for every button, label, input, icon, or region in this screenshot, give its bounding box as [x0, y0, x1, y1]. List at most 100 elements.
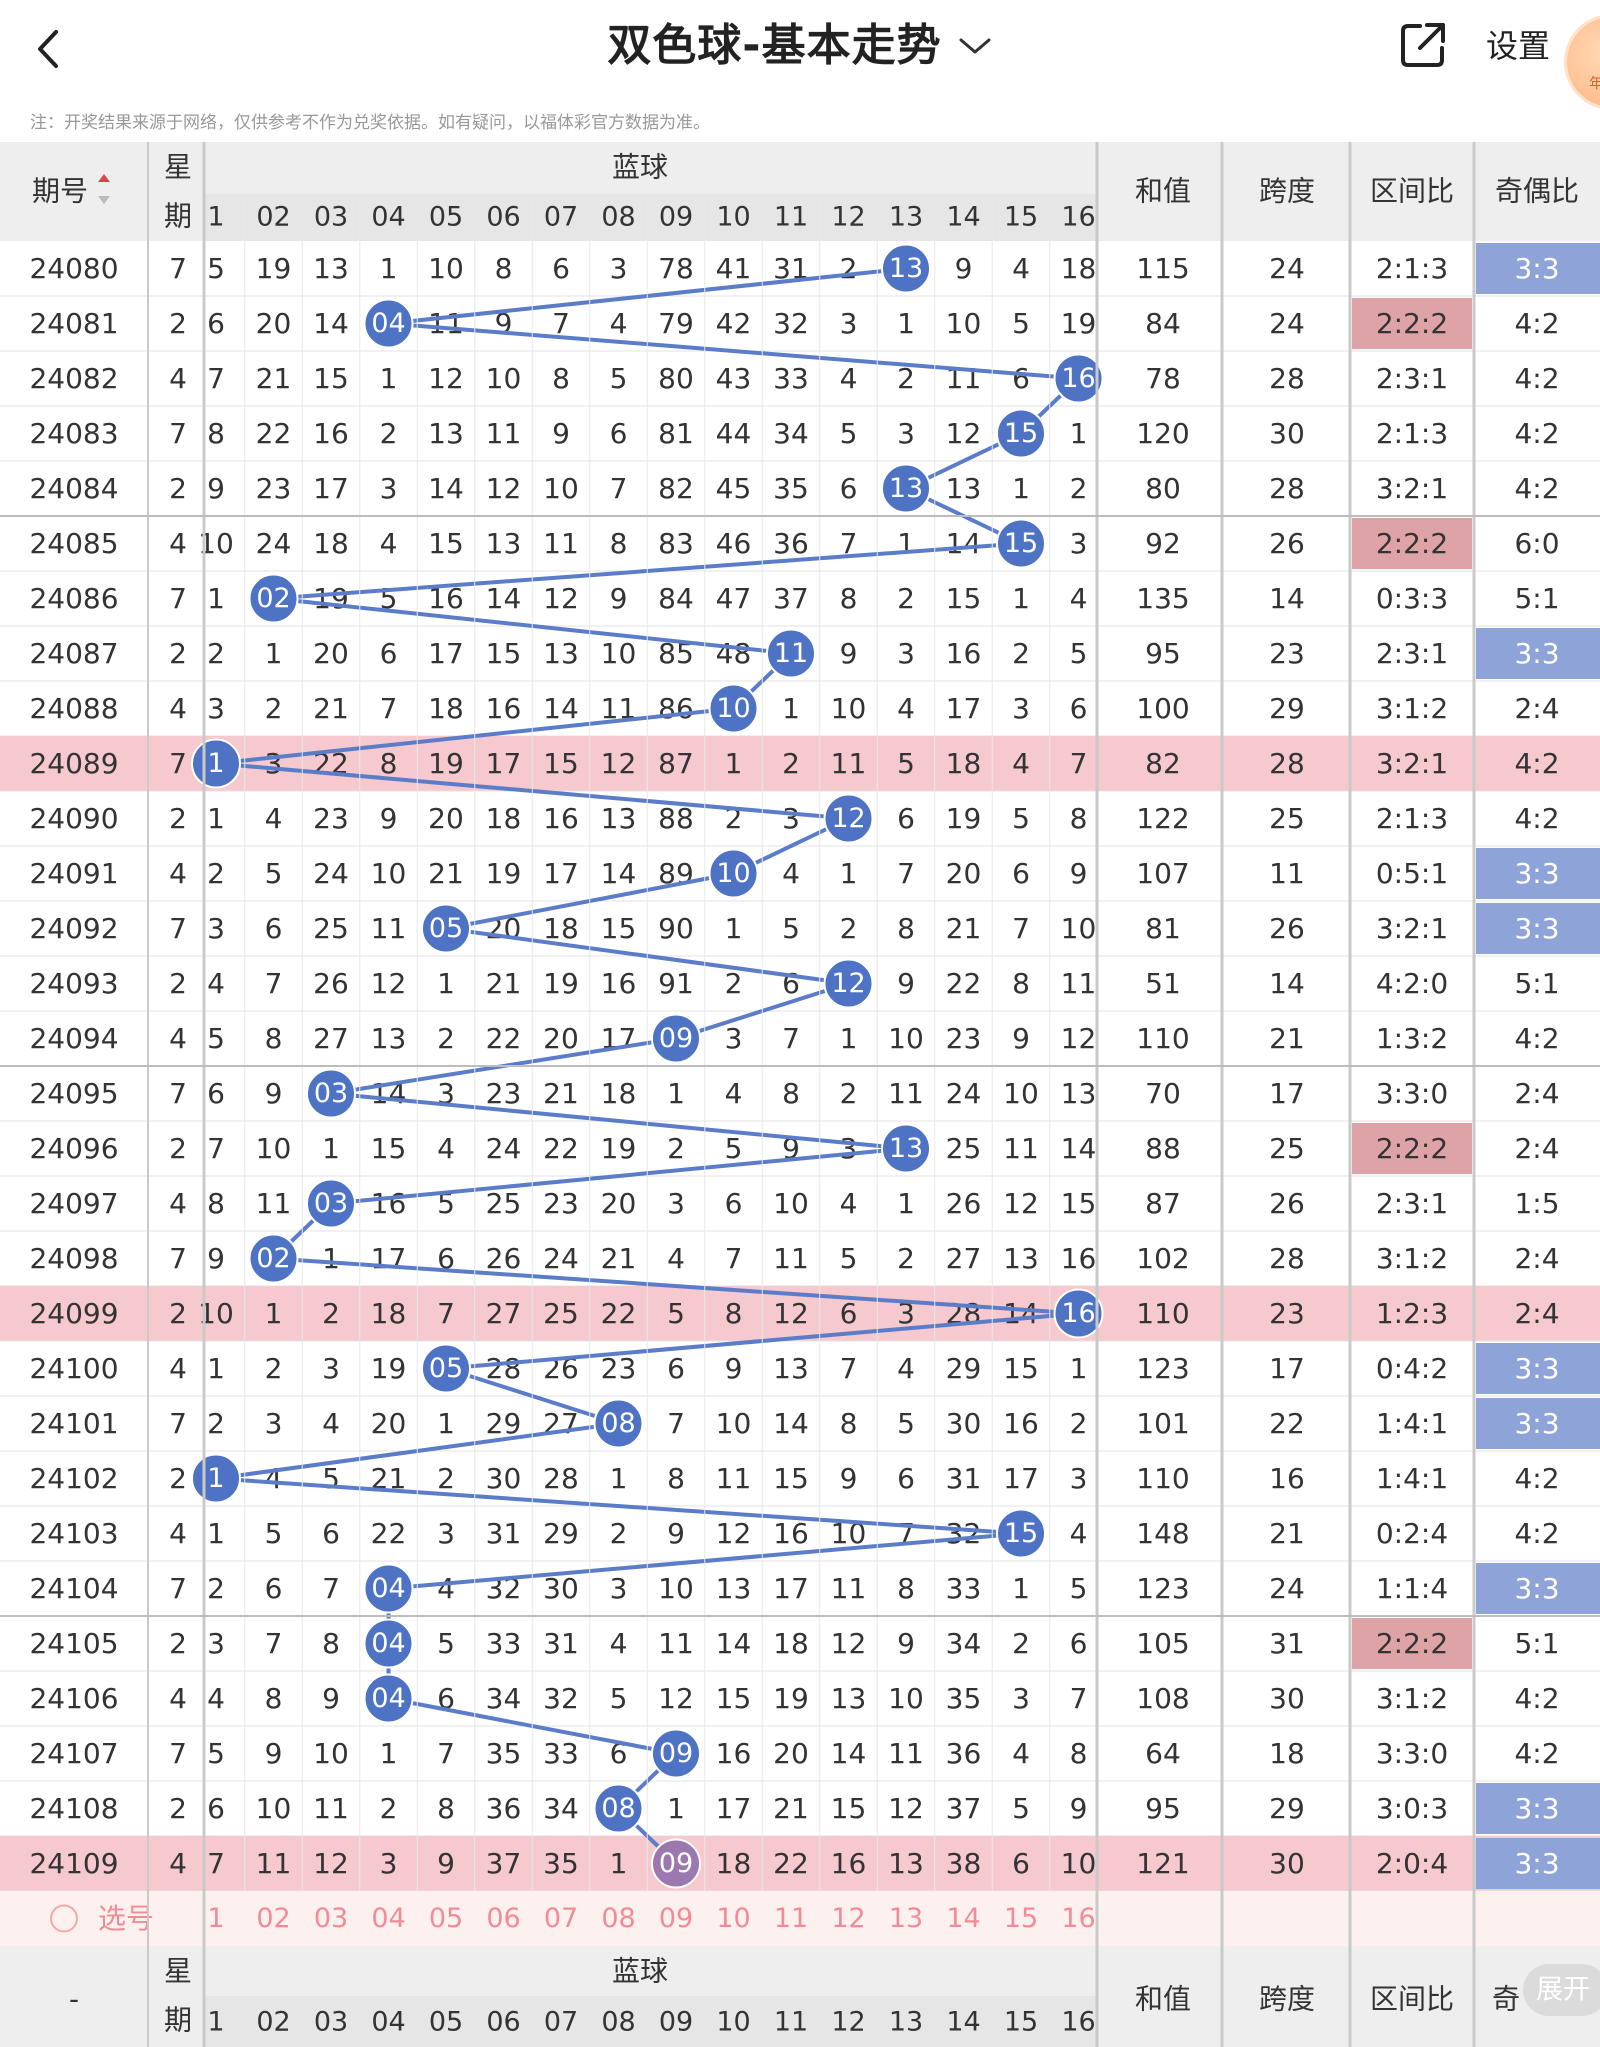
ball-column-header: 1: [207, 202, 224, 233]
issue-cell: 24102: [29, 1462, 118, 1495]
zone-ratio-cell: 2:1:3: [1376, 417, 1448, 450]
miss-count-cell: 2: [840, 252, 858, 285]
settings-button[interactable]: 设置: [1486, 27, 1551, 65]
miss-count-cell: 31: [946, 1462, 982, 1495]
blue-ball-number: 04: [371, 1628, 405, 1659]
issue-cell: 24086: [29, 582, 118, 615]
blue-ball-circle: [823, 958, 874, 1009]
issue-cell: 24088: [29, 692, 118, 725]
select-ball-option[interactable]: 12: [831, 1903, 865, 1934]
miss-count-cell: 1: [437, 967, 455, 1000]
select-ball-option[interactable]: 14: [946, 1903, 980, 1934]
miss-count-cell: 8: [610, 527, 628, 560]
issue-cell: 24100: [29, 1352, 118, 1385]
miss-count-cell: 36: [946, 1737, 982, 1770]
sum-cell: 115: [1136, 252, 1189, 285]
blue-ball-circle: [306, 1178, 356, 1229]
miss-count-cell: 15: [946, 582, 982, 615]
select-ball-option[interactable]: 03: [314, 1903, 348, 1934]
blue-ball-circle: [593, 1783, 644, 1834]
select-ball-option[interactable]: 16: [1061, 1903, 1095, 1934]
miss-count-cell: 2: [207, 637, 225, 670]
blue-ball-number: 03: [314, 1188, 348, 1219]
blue-ball-circle: [363, 1563, 414, 1614]
footer-ball-header-bg: [204, 1996, 1097, 2047]
miss-count-cell: 3: [610, 1572, 628, 1605]
select-ball-option[interactable]: 15: [1004, 1903, 1038, 1934]
miss-count-cell: 10: [888, 1022, 924, 1055]
miss-count-cell: 4: [1012, 1737, 1030, 1770]
row-highlight: [0, 736, 1600, 791]
select-ball-option[interactable]: 02: [256, 1903, 290, 1934]
sum-header: 和值: [1135, 175, 1191, 208]
miss-count-cell: 21: [486, 967, 522, 1000]
table-row: 24086 7 1 19 5 16 14 12 9 84 47 37 8 2 15 1 4 135 14 0:3:3 5…: [0, 582, 1600, 627]
miss-count-cell: 17: [371, 1242, 407, 1275]
miss-count-cell: 7: [207, 1132, 225, 1165]
select-ball-option[interactable]: 07: [544, 1903, 578, 1934]
miss-count-cell: 4: [1070, 582, 1088, 615]
miss-count-cell: 3: [380, 472, 398, 505]
miss-count-cell: 7: [552, 307, 570, 340]
miss-count-cell: 10: [601, 637, 637, 670]
blue-ball-circle: [881, 243, 931, 294]
select-radio[interactable]: [50, 1904, 78, 1933]
span-cell: 25: [1269, 1132, 1305, 1165]
blue-ball: 05: [421, 1343, 471, 1394]
blue-ball-number: 09: [659, 1023, 693, 1054]
miss-count-cell: 12: [371, 967, 407, 1000]
issue-cell: 24087: [29, 637, 118, 670]
select-ball-option[interactable]: 1: [207, 1903, 224, 1934]
miss-count-cell: 26: [486, 1242, 522, 1275]
weekday-cell: 4: [169, 362, 187, 395]
title-dropdown[interactable]: 双色球-基本走势: [0, 14, 1600, 78]
select-ball-option[interactable]: 04: [371, 1903, 405, 1934]
select-number-label[interactable]: 选号: [98, 1902, 154, 1935]
expand-button[interactable]: 展开: [1523, 1964, 1600, 2016]
footer-ball-column-header: 14: [946, 2007, 980, 2038]
miss-count-cell: 1: [1012, 582, 1030, 615]
miss-count-cell: 48: [716, 637, 752, 670]
table-row: 24093 2 4 7 26 12 1 21 19 16 91 2 6 9 22 8 11 51 14 4:2:0 5:…: [0, 967, 1600, 1012]
miss-count-cell: 2: [380, 417, 398, 450]
select-ball-option[interactable]: 10: [716, 1903, 750, 1934]
blue-ball: 11: [766, 628, 816, 679]
miss-count-cell: 6: [1012, 362, 1030, 395]
miss-count-cell: 13: [1061, 1077, 1097, 1110]
miss-count-cell: 44: [716, 417, 752, 450]
miss-count-cell: 1: [380, 362, 398, 395]
miss-count-cell: 9: [552, 417, 570, 450]
expand-button-bg[interactable]: [1523, 1964, 1600, 2016]
select-ball-option[interactable]: 13: [889, 1903, 923, 1934]
miss-count-cell: 17: [773, 1572, 809, 1605]
miss-count-cell: 2: [380, 1792, 398, 1825]
issue-column-header[interactable]: 期号: [32, 175, 88, 208]
blue-ball: 12: [823, 793, 874, 844]
select-ball-option[interactable]: 09: [659, 1903, 693, 1934]
sort-up-icon[interactable]: [98, 174, 110, 182]
select-ball-option[interactable]: 05: [429, 1903, 463, 1934]
zone-ratio-cell: 3:0:3: [1376, 1792, 1448, 1825]
back-arrow-icon[interactable]: [30, 26, 70, 72]
blue-ball-circle: [248, 573, 299, 624]
miss-count-cell: 1: [207, 582, 225, 615]
sort-down-icon[interactable]: [98, 196, 110, 204]
select-ball-option[interactable]: 08: [601, 1903, 635, 1934]
ball-column-header: 11: [774, 202, 808, 233]
miss-count-cell: 14: [1061, 1132, 1097, 1165]
miss-count-cell: 1: [1070, 417, 1088, 450]
miss-count-cell: 9: [725, 1352, 743, 1385]
miss-count-cell: 4: [610, 1627, 628, 1660]
expand-button-label[interactable]: 展开: [1536, 1975, 1590, 2006]
blue-ball: 04: [363, 1618, 414, 1669]
miss-count-cell: 5: [840, 417, 858, 450]
miss-count-cell: 9: [955, 252, 973, 285]
select-ball-option[interactable]: 06: [486, 1903, 520, 1934]
share-icon[interactable]: [1398, 20, 1448, 70]
miss-count-cell: 2: [897, 582, 915, 615]
miss-count-cell: 15: [428, 527, 464, 560]
miss-count-cell: 26: [946, 1187, 982, 1220]
select-ball-option[interactable]: 11: [774, 1903, 808, 1934]
miss-count-cell: 1: [1070, 1352, 1088, 1385]
footer-ball-column-header: 02: [256, 2007, 290, 2038]
